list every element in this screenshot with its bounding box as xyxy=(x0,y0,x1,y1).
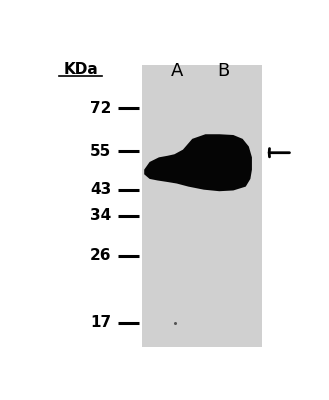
Text: KDa: KDa xyxy=(63,62,98,77)
Bar xyxy=(142,65,262,347)
Text: A: A xyxy=(171,62,184,80)
Text: 55: 55 xyxy=(90,144,111,159)
Text: 34: 34 xyxy=(90,208,111,223)
Polygon shape xyxy=(144,134,252,191)
Text: B: B xyxy=(217,62,230,80)
Text: 72: 72 xyxy=(90,100,111,116)
Text: 43: 43 xyxy=(90,182,111,197)
Text: 17: 17 xyxy=(90,315,111,330)
Text: 26: 26 xyxy=(90,248,111,264)
